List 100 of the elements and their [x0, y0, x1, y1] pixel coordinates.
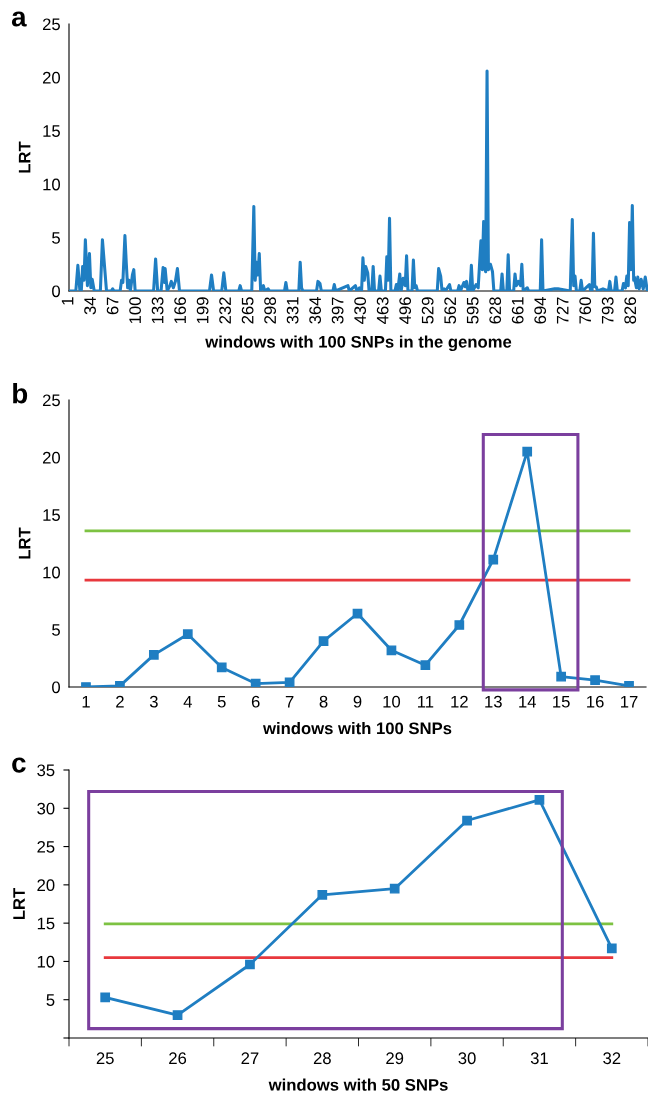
y-tick-label: 25: [42, 18, 60, 31]
x-axis-title: windows with 100 SNPs in the genome: [205, 335, 512, 352]
x-tick-label: 34: [84, 297, 96, 315]
chart-title: c: [12, 757, 26, 773]
x-tick-label: 6: [251, 695, 260, 708]
x-tick-label: 12: [451, 695, 468, 708]
x-tick-label: 29: [386, 1052, 404, 1065]
x-tick-label: 1: [82, 695, 90, 708]
y-tick-label: 25: [37, 840, 55, 853]
x-tick-label: 28: [313, 1052, 331, 1065]
x-tick-label: 628: [489, 297, 502, 324]
point: [590, 675, 600, 685]
point: [420, 660, 431, 671]
x-tick-label: 793: [601, 297, 614, 324]
y-axis-title: LRT: [13, 887, 25, 920]
y-axis-title: LRT: [18, 141, 31, 173]
y-tick-label: 0: [52, 681, 61, 694]
point: [318, 636, 329, 646]
x-tick-label: 32: [603, 1052, 621, 1065]
x-tick-label: 463: [376, 297, 389, 324]
x-tick-label: 3: [149, 695, 158, 708]
x-tick-label: 694: [534, 297, 547, 324]
x-tick-label: 17: [621, 695, 638, 708]
point: [250, 678, 261, 687]
x-tick-label: 7: [285, 695, 294, 708]
y-tick-label: 10: [43, 178, 61, 191]
x-tick-label: 25: [96, 1052, 114, 1065]
y-tick-label: 35: [37, 764, 55, 777]
x-tick-label: 727: [556, 297, 569, 324]
x-tick-label: 4: [183, 695, 192, 708]
x-tick-label: 595: [466, 297, 479, 324]
x-tick-label: 826: [624, 297, 637, 324]
y-tick-label: 15: [43, 125, 60, 137]
point: [284, 677, 295, 687]
x-tick-label: 562: [444, 297, 457, 324]
y-axis-title: LRT: [18, 527, 31, 559]
point: [386, 645, 397, 656]
point: [245, 959, 255, 970]
y-tick-label: 0: [52, 285, 61, 298]
x-tick-label: 166: [174, 297, 186, 324]
x-tick-label: 496: [399, 297, 412, 324]
x-tick-label: 15: [553, 695, 570, 708]
x-tick-label: 529: [421, 297, 434, 324]
y-tick-label: 5: [52, 232, 60, 244]
x-tick-label: 5: [217, 695, 226, 708]
y-tick-label: 5: [52, 624, 60, 636]
x-tick-label: 298: [264, 297, 277, 324]
x-tick-label: 232: [219, 297, 232, 324]
x-tick-label: 2: [116, 695, 124, 708]
point: [172, 1010, 183, 1020]
point: [317, 889, 328, 900]
x-tick-label: 10: [383, 695, 401, 708]
y-tick-label: 20: [42, 451, 61, 464]
x-tick-label: 14: [519, 695, 536, 708]
x-tick-label: 27: [241, 1052, 259, 1064]
x-tick-label: 30: [458, 1052, 476, 1065]
x-tick-label: 100: [129, 297, 141, 324]
y-tick-label: 15: [43, 509, 60, 521]
y-tick-label: 10: [43, 566, 61, 579]
point: [216, 662, 227, 673]
x-axis-title: windows with 100 SNPs: [262, 721, 452, 735]
x-axis-title: windows with 50 SNPs: [268, 1078, 448, 1091]
y-tick-label: 10: [37, 955, 55, 968]
x-tick-label: 760: [579, 297, 592, 324]
point: [100, 992, 111, 1003]
point: [148, 649, 159, 660]
x-tick-label: 661: [511, 297, 524, 324]
x-tick-label: 13: [485, 695, 502, 708]
x-tick-label: 364: [309, 297, 322, 324]
y-tick-label: 25: [42, 394, 60, 407]
x-tick-label: 8: [319, 695, 328, 708]
y-tick-label: 15: [37, 917, 55, 930]
x-tick-label: 199: [196, 297, 209, 324]
point: [534, 795, 545, 805]
point: [182, 629, 193, 640]
point: [522, 446, 533, 457]
point: [556, 671, 567, 682]
x-tick-label: 331: [286, 297, 299, 324]
point: [462, 815, 472, 826]
point: [454, 620, 465, 630]
x-tick-label: 430: [354, 297, 367, 324]
x-tick-label: 265: [241, 297, 254, 324]
x-tick-label: 11: [418, 695, 434, 708]
x-tick-label: 31: [530, 1052, 548, 1065]
x-tick-label: 9: [353, 695, 362, 708]
point: [389, 883, 400, 894]
chart-title: b: [13, 383, 28, 404]
x-tick-label: 1: [61, 297, 74, 305]
y-tick-label: 30: [37, 802, 55, 815]
x-tick-label: 26: [169, 1052, 187, 1065]
point: [488, 554, 499, 565]
point: [606, 943, 617, 954]
y-tick-label: 20: [37, 879, 55, 892]
x-tick-label: 67: [106, 297, 119, 315]
x-tick-label: 16: [587, 695, 604, 708]
y-tick-label: 20: [42, 71, 61, 84]
x-tick-label: 133: [151, 297, 164, 324]
chart-title: a: [11, 11, 27, 27]
x-tick-label: 397: [331, 297, 344, 324]
y-tick-label: 5: [46, 994, 55, 1006]
